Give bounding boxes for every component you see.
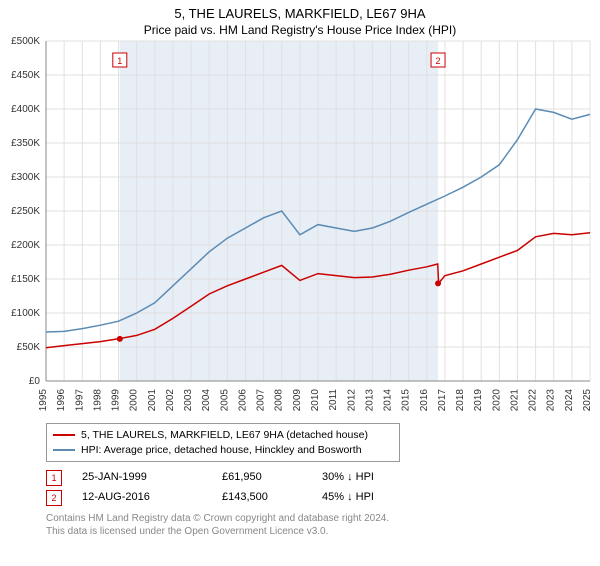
legend-row: HPI: Average price, detached house, Hinc… <box>53 443 393 458</box>
svg-text:2006: 2006 <box>237 389 248 412</box>
chart-plot-area: £0£50K£100K£150K£200K£250K£300K£350K£400… <box>46 41 590 381</box>
event-marker-icon: 1 <box>46 470 62 486</box>
svg-text:£500K: £500K <box>11 36 40 47</box>
event-date: 25-JAN-1999 <box>82 468 202 488</box>
svg-text:2012: 2012 <box>346 389 357 412</box>
event-marker-number: 1 <box>51 470 56 486</box>
svg-text:2002: 2002 <box>165 389 176 412</box>
event-row: 1 25-JAN-1999 £61,950 30% ↓ HPI <box>46 468 600 488</box>
svg-text:1: 1 <box>117 56 122 66</box>
svg-text:2014: 2014 <box>383 389 394 412</box>
footer-line: Contains HM Land Registry data © Crown c… <box>46 512 600 525</box>
svg-text:£100K: £100K <box>11 308 40 319</box>
footer: Contains HM Land Registry data © Crown c… <box>46 512 600 538</box>
event-marker-number: 2 <box>51 490 56 506</box>
event-date: 12-AUG-2016 <box>82 488 202 508</box>
svg-text:2008: 2008 <box>274 389 285 412</box>
chart-container: 5, THE LAURELS, MARKFIELD, LE67 9HA Pric… <box>0 6 600 566</box>
legend-label: HPI: Average price, detached house, Hinc… <box>81 443 362 458</box>
chart-title: 5, THE LAURELS, MARKFIELD, LE67 9HA <box>0 6 600 21</box>
svg-text:2020: 2020 <box>491 389 502 412</box>
svg-text:2004: 2004 <box>201 389 212 412</box>
svg-text:£300K: £300K <box>11 172 40 183</box>
event-row: 2 12-AUG-2016 £143,500 45% ↓ HPI <box>46 488 600 508</box>
svg-text:£0: £0 <box>29 376 41 387</box>
chart-subtitle: Price paid vs. HM Land Registry's House … <box>0 23 600 37</box>
svg-text:£450K: £450K <box>11 70 40 81</box>
footer-line: This data is licensed under the Open Gov… <box>46 525 600 538</box>
svg-text:£150K: £150K <box>11 274 40 285</box>
legend-swatch <box>53 449 75 451</box>
svg-text:2015: 2015 <box>401 389 412 412</box>
svg-text:£200K: £200K <box>11 240 40 251</box>
svg-text:2000: 2000 <box>129 389 140 412</box>
legend-label: 5, THE LAURELS, MARKFIELD, LE67 9HA (det… <box>81 428 368 443</box>
legend-row: 5, THE LAURELS, MARKFIELD, LE67 9HA (det… <box>53 428 393 443</box>
svg-text:£50K: £50K <box>17 342 41 353</box>
svg-text:2001: 2001 <box>147 389 158 412</box>
svg-text:2021: 2021 <box>509 389 520 412</box>
svg-text:1997: 1997 <box>74 389 85 412</box>
svg-text:2025: 2025 <box>582 389 593 412</box>
event-price: £61,950 <box>222 468 302 488</box>
svg-text:2018: 2018 <box>455 389 466 412</box>
svg-text:2003: 2003 <box>183 389 194 412</box>
event-price: £143,500 <box>222 488 302 508</box>
chart-svg: £0£50K£100K£150K£200K£250K£300K£350K£400… <box>46 41 590 381</box>
svg-text:2013: 2013 <box>364 389 375 412</box>
svg-text:2024: 2024 <box>564 389 575 412</box>
svg-text:1999: 1999 <box>111 389 122 412</box>
legend-swatch <box>53 434 75 436</box>
event-hpi: 30% ↓ HPI <box>322 468 374 488</box>
svg-text:2022: 2022 <box>528 389 539 412</box>
svg-text:2007: 2007 <box>256 389 267 412</box>
svg-text:2023: 2023 <box>546 389 557 412</box>
svg-text:2009: 2009 <box>292 389 303 412</box>
svg-text:2010: 2010 <box>310 389 321 412</box>
events-table: 1 25-JAN-1999 £61,950 30% ↓ HPI 2 12-AUG… <box>46 468 600 508</box>
svg-text:£350K: £350K <box>11 138 40 149</box>
svg-text:2011: 2011 <box>328 389 339 411</box>
svg-text:2005: 2005 <box>219 389 230 412</box>
svg-text:2017: 2017 <box>437 389 448 412</box>
svg-text:2016: 2016 <box>419 389 430 412</box>
svg-text:1996: 1996 <box>56 389 67 412</box>
event-hpi: 45% ↓ HPI <box>322 488 374 508</box>
event-marker-icon: 2 <box>46 490 62 506</box>
svg-text:1995: 1995 <box>38 389 49 412</box>
svg-text:£400K: £400K <box>11 104 40 115</box>
svg-text:1998: 1998 <box>92 389 103 412</box>
legend: 5, THE LAURELS, MARKFIELD, LE67 9HA (det… <box>46 423 400 462</box>
svg-text:2019: 2019 <box>473 389 484 412</box>
svg-text:£250K: £250K <box>11 206 40 217</box>
svg-text:2: 2 <box>436 56 441 66</box>
